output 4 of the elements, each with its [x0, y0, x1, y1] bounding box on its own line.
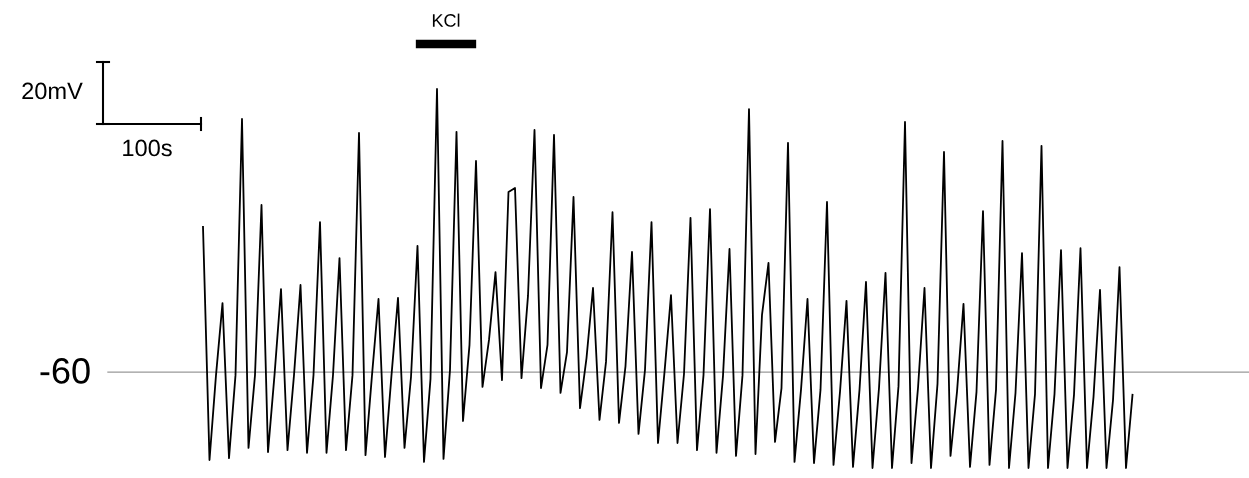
- text: 20mV: [22, 82, 83, 100]
- text: KCl: [432, 13, 460, 27]
- text: -60: [40, 358, 90, 384]
- text: 100s: [123, 139, 172, 157]
